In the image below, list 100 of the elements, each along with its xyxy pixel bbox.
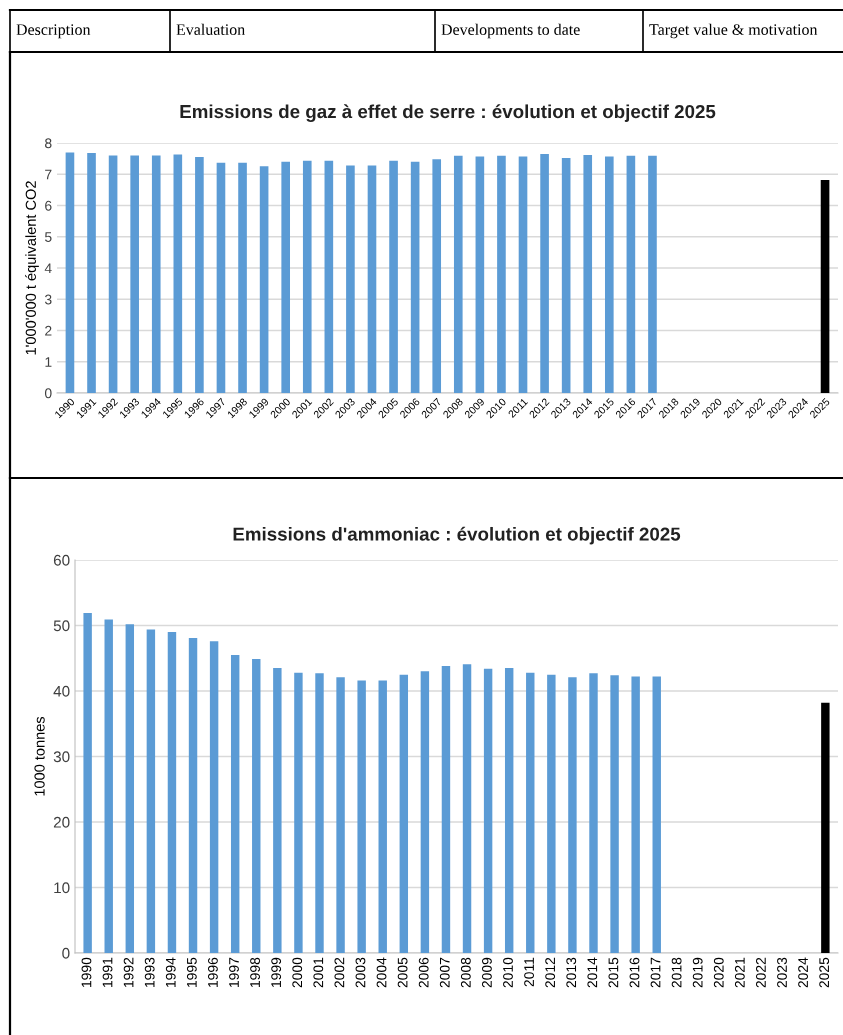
- x-tick-label: 2024: [798, 957, 808, 988]
- bar: [604, 156, 614, 393]
- y-tick-label: 1: [45, 357, 52, 367]
- bar: [87, 153, 96, 393]
- x-tick-label: 2022: [756, 957, 766, 988]
- x-tick-label: 1993: [144, 957, 155, 987]
- bar: [173, 154, 183, 393]
- y-axis-title: 1000 tonnes: [34, 716, 45, 796]
- bar: [346, 165, 355, 393]
- bar: [399, 674, 409, 953]
- bar: [441, 666, 451, 953]
- x-tick-label: 2010: [503, 957, 513, 988]
- bar: [252, 658, 261, 953]
- bar: [83, 613, 92, 953]
- y-tick-label: 5: [44, 232, 52, 242]
- bar: [238, 162, 247, 393]
- bar: [483, 668, 493, 953]
- x-tick-label: 2006: [418, 957, 429, 988]
- y-tick-label: 10: [54, 882, 70, 894]
- bar: [65, 152, 75, 393]
- y-axis-title: 1'000'000 t équivalent CO2: [25, 181, 39, 355]
- bar: [195, 157, 204, 393]
- y-tick-label: 0: [44, 388, 52, 399]
- bar: [151, 155, 161, 393]
- bar: [504, 668, 514, 953]
- chart-title: Emissions d'ammoniac : évolution et objectif 2025: [233, 526, 681, 545]
- bar: [209, 641, 219, 953]
- bar: [302, 160, 312, 393]
- x-tick-label: 2003: [355, 957, 366, 988]
- bar: [526, 672, 535, 953]
- bar: [167, 632, 177, 953]
- y-tick-label: 60: [53, 554, 70, 566]
- chart-title: Emissions de gaz à effet de serre : évolution et objectif 2025: [180, 104, 716, 122]
- x-tick-label: 2009: [482, 957, 492, 988]
- bar: [820, 179, 830, 393]
- x-tick-label: 2007: [439, 957, 450, 988]
- x-tick-label: 2013: [566, 957, 577, 988]
- x-tick-label: 2025: [819, 957, 830, 988]
- x-tick-label: 1998: [250, 957, 260, 987]
- bar: [230, 654, 240, 953]
- x-tick-label: 1994: [165, 957, 176, 987]
- y-tick-label: 8: [45, 138, 52, 149]
- bar: [216, 162, 226, 393]
- bar: [188, 637, 198, 953]
- x-tick-label: 2023: [777, 957, 787, 988]
- bar: [610, 675, 619, 953]
- bar: [561, 158, 571, 393]
- bar: [540, 153, 549, 393]
- x-tick-label: 2019: [692, 957, 703, 988]
- y-tick-label: 2: [45, 325, 52, 336]
- bar: [453, 155, 463, 393]
- bar: [420, 671, 430, 953]
- text: Description: [16, 24, 91, 39]
- x-tick-label: 2005: [397, 957, 408, 988]
- x-tick-label: 2002: [334, 957, 345, 988]
- text: Target value & motivation: [649, 23, 818, 39]
- bar: [130, 155, 139, 393]
- bar: [410, 161, 420, 393]
- x-tick-label: 1992: [123, 957, 134, 987]
- bar: [125, 624, 135, 953]
- x-tick-label: 2001: [313, 957, 324, 988]
- x-tick-label: 2000: [292, 957, 303, 988]
- text: Developments to date: [441, 23, 580, 39]
- x-tick-label: 2021: [734, 957, 745, 988]
- bar: [281, 161, 291, 393]
- x-tick-label: 1995: [186, 957, 197, 987]
- y-tick-label: 7: [45, 169, 52, 180]
- x-tick-label: 2017: [650, 957, 661, 988]
- bar: [568, 677, 577, 953]
- y-tick-label: 6: [45, 200, 52, 211]
- bar: [259, 166, 269, 393]
- bar: [475, 156, 485, 393]
- bar: [378, 680, 387, 953]
- x-tick-label: 2020: [713, 957, 724, 988]
- y-tick-label: 40: [53, 685, 70, 697]
- x-tick-label: 2012: [545, 957, 556, 988]
- bar: [583, 154, 593, 393]
- bar: [821, 702, 830, 953]
- bar: [547, 674, 556, 953]
- bar: [652, 676, 661, 953]
- bar: [315, 673, 324, 953]
- bar: [294, 672, 303, 953]
- bar: [626, 155, 636, 393]
- text: Evaluation: [176, 23, 245, 35]
- y-tick-label: 0: [62, 947, 70, 959]
- y-tick-label: 4: [44, 263, 52, 274]
- x-tick-label: 1999: [271, 957, 282, 987]
- bar: [367, 165, 377, 393]
- bar: [497, 155, 506, 393]
- bar: [104, 619, 113, 953]
- y-tick-label: 30: [53, 751, 70, 763]
- bar: [432, 159, 442, 393]
- x-tick-label: 2018: [671, 957, 682, 988]
- x-tick-label: 1990: [81, 957, 92, 987]
- bar: [108, 155, 118, 393]
- bar: [336, 677, 345, 953]
- x-tick-label: 2015: [608, 957, 619, 988]
- bar: [273, 668, 282, 953]
- y-tick-label: 3: [44, 294, 52, 305]
- bar: [589, 673, 598, 953]
